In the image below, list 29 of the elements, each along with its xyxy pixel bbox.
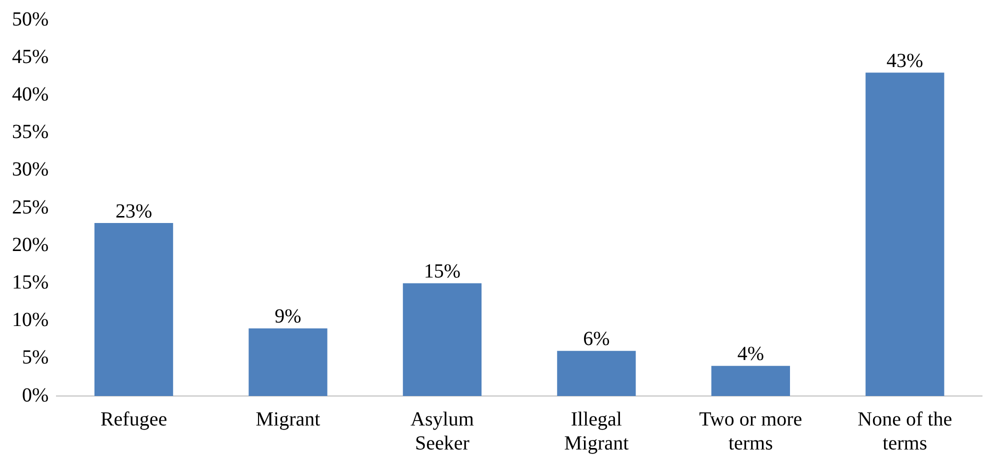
data-label: 43% (886, 50, 924, 72)
y-tick-label: 15% (12, 271, 49, 294)
y-tick-label: 5% (22, 346, 49, 369)
x-tick-label: Illegal Migrant (564, 408, 630, 454)
bar (866, 72, 944, 396)
y-tick-label: 30% (12, 158, 49, 181)
x-tick-label: Two or more terms (699, 408, 802, 454)
x-tick-label: None of the terms (858, 408, 952, 454)
data-label: 23% (115, 200, 152, 222)
bar (557, 350, 636, 396)
y-tick-label: 35% (12, 121, 49, 144)
y-tick-label: 25% (12, 196, 49, 218)
data-label: 4% (737, 343, 764, 366)
y-tick-label: 50% (12, 8, 49, 30)
data-label: 6% (583, 328, 610, 350)
y-tick-label: 0% (22, 384, 49, 406)
x-tick-label: Migrant (256, 408, 321, 430)
y-tick-label: 20% (12, 234, 49, 256)
y-tick-label: 45% (12, 46, 49, 68)
data-label: 9% (274, 306, 302, 328)
bar (94, 223, 174, 396)
y-tick-label: 10% (12, 309, 49, 332)
x-tick-label: Refugee (100, 408, 168, 430)
bar (248, 328, 328, 396)
data-label: 15% (424, 260, 461, 282)
bar (711, 366, 790, 396)
y-tick-label: 40% (12, 83, 49, 106)
bar (402, 283, 482, 396)
x-tick-label: Asylum Seeker (410, 408, 474, 454)
